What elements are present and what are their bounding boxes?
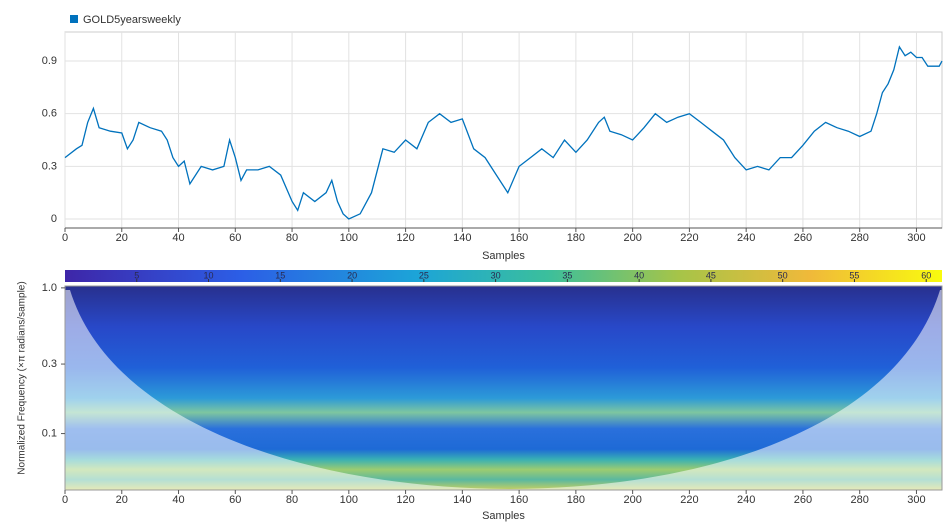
x-tick-label: 80 — [286, 494, 298, 506]
data-line — [64, 45, 943, 220]
plot-frame — [64, 285, 943, 491]
y-tick-label: 0.3 — [42, 160, 57, 172]
x-tick-label: 60 — [229, 232, 241, 244]
x-tick-label: 180 — [567, 494, 585, 506]
x-tick-label: 180 — [567, 232, 585, 244]
colorbar-label: 40 — [634, 270, 644, 280]
x-tick-label: 100 — [340, 232, 358, 244]
x-tick-label: 300 — [907, 494, 925, 506]
colorbar-label: 45 — [706, 270, 716, 280]
x-tick-label: 220 — [680, 494, 698, 506]
x-tick-label: 0 — [62, 232, 68, 244]
x-axis-label: Samples — [482, 250, 525, 262]
colorbar-label: 55 — [849, 270, 859, 280]
y-axis-label: Normalized Frequency (×π radians/sample) — [17, 281, 28, 474]
x-tick-label: 20 — [116, 494, 128, 506]
colorbar-label: 5 — [134, 270, 139, 280]
y-tick-label: 0.3 — [42, 358, 57, 370]
legend-swatch — [70, 15, 78, 23]
y-tick-label: 0.6 — [42, 108, 57, 120]
x-tick-label: 300 — [907, 232, 925, 244]
x-tick-label: 240 — [737, 494, 755, 506]
y-tick-label: 1.0 — [42, 282, 57, 294]
x-tick-label: 120 — [396, 232, 414, 244]
x-tick-label: 220 — [680, 232, 698, 244]
x-tick-label: 120 — [396, 494, 414, 506]
x-tick-label: 0 — [62, 494, 68, 506]
x-tick-label: 200 — [623, 232, 641, 244]
y-tick-label: 0 — [51, 213, 57, 225]
x-tick-label: 100 — [340, 494, 358, 506]
x-tick-label: 240 — [737, 232, 755, 244]
colorbar — [65, 270, 942, 282]
colorbar-label: 20 — [347, 270, 357, 280]
y-tick-label: 0.9 — [42, 55, 57, 67]
x-tick-label: 20 — [116, 232, 128, 244]
x-tick-label: 140 — [453, 232, 471, 244]
legend-label: GOLD5yearsweekly — [83, 14, 181, 26]
x-tick-label: 260 — [794, 232, 812, 244]
x-tick-label: 200 — [623, 494, 641, 506]
colorbar-label: 60 — [921, 270, 931, 280]
colorbar-label: 35 — [562, 270, 572, 280]
plot-area — [64, 31, 943, 229]
cone-of-influence — [65, 290, 942, 490]
x-tick-label: 280 — [851, 494, 869, 506]
colorbar-label: 25 — [419, 270, 429, 280]
x-tick-label: 160 — [510, 232, 528, 244]
colorbar-label: 30 — [491, 270, 501, 280]
colorbar-label: 10 — [204, 270, 214, 280]
x-tick-label: 60 — [229, 494, 241, 506]
x-tick-label: 260 — [794, 494, 812, 506]
x-tick-label: 80 — [286, 232, 298, 244]
y-tick-label: 0.1 — [42, 427, 57, 439]
colorbar-label: 15 — [275, 270, 285, 280]
x-tick-label: 280 — [851, 232, 869, 244]
x-tick-label: 140 — [453, 494, 471, 506]
x-axis-label: Samples — [482, 510, 525, 522]
x-tick-label: 160 — [510, 494, 528, 506]
x-tick-label: 40 — [172, 232, 184, 244]
x-tick-label: 40 — [172, 494, 184, 506]
colorbar-label: 50 — [778, 270, 788, 280]
